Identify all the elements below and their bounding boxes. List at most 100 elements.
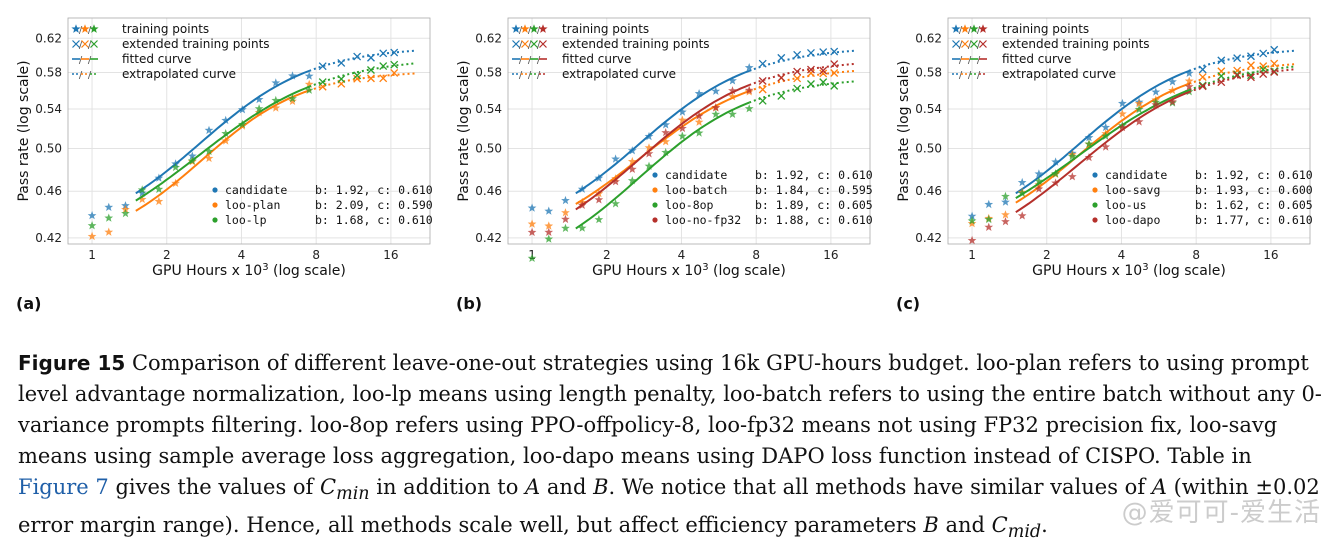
training-point-loo-no-fp32 — [627, 164, 637, 173]
legend-star-icon — [80, 24, 90, 33]
legend-dot-icon — [1092, 217, 1098, 223]
legend-separator: / — [519, 40, 523, 51]
caption-text-5: . We notice that all methods have simila… — [608, 475, 1152, 499]
legend-series-name: candidate — [1105, 168, 1167, 182]
caption-text-3: in addition to — [369, 475, 526, 499]
extended-point-loo-dapo — [1217, 78, 1226, 87]
legend-dot-icon — [652, 187, 658, 193]
training-point-loo-batch — [544, 221, 554, 230]
training-point-candidate — [221, 115, 231, 125]
legend-series-params: b: 1.77, c: 0.610 — [1195, 213, 1313, 227]
training-point-loo-dapo — [967, 235, 977, 245]
legend-separator: / — [79, 55, 83, 66]
training-point-loo-lp — [104, 213, 114, 222]
training-point-loo-lp — [254, 104, 264, 113]
extended-point-candidate — [1270, 45, 1279, 54]
legend-label-extrapolated: extrapolated curve — [562, 67, 676, 81]
training-point-candidate — [254, 94, 264, 104]
legend-separator: / — [968, 40, 972, 51]
caption-c2-sub: mid — [1007, 522, 1042, 543]
training-point-loo-batch — [694, 117, 704, 126]
extended-point-candidate — [1217, 56, 1226, 65]
y-tick-label: 0.58 — [915, 65, 942, 79]
legend-separator: / — [977, 70, 981, 81]
training-point-loo-no-fp32 — [728, 86, 737, 95]
legend-separator: / — [528, 40, 532, 51]
training-point-loo-no-fp32 — [678, 123, 687, 133]
legend-separator: / — [977, 55, 981, 66]
legend-x-icon — [72, 40, 80, 48]
training-point-loo-plan — [171, 178, 180, 187]
extended-point-candidate — [777, 53, 786, 62]
legend-label-training: training points — [122, 22, 209, 36]
training-point-loo-batch — [728, 92, 737, 101]
training-point-loo-us — [1034, 176, 1044, 185]
legend-series-params: b: 1.92, c: 0.610 — [755, 168, 873, 182]
legend-dot-icon — [212, 187, 218, 193]
extended-point-loo-plan — [353, 74, 362, 83]
training-point-loo-8op — [561, 223, 570, 232]
training-point-loo-8op — [627, 176, 637, 185]
legend-separator: / — [528, 25, 532, 36]
training-point-loo-lp — [204, 146, 214, 156]
training-point-loo-plan — [204, 153, 214, 163]
training-point-candidate — [1034, 169, 1044, 178]
legend-series-name: loo-no-fp32 — [665, 213, 741, 227]
y-axis-label: Pass rate (log scale) — [896, 60, 912, 201]
extrapolated-curve-loo-savg — [1188, 63, 1295, 85]
x-tick-label: 1 — [88, 248, 96, 262]
extended-point-loo-us — [1247, 71, 1255, 80]
training-point-loo-plan — [271, 103, 281, 112]
training-point-loo-us — [967, 216, 977, 225]
training-point-loo-no-fp32 — [744, 85, 754, 94]
legend-series-name: candidate — [225, 183, 287, 197]
training-point-loo-dapo — [1168, 97, 1177, 106]
caption-cmin-sub: min — [336, 484, 370, 505]
extrapolated-curve-candidate — [308, 49, 415, 72]
legend-star-icon — [969, 24, 979, 33]
extended-point-candidate — [318, 62, 327, 71]
legend-label-extended: extended training points — [562, 37, 710, 51]
training-point-loo-us — [1001, 191, 1010, 201]
x-tick-label: 4 — [1118, 248, 1126, 262]
caption-text-1: Comparison of different leave-one-out st… — [18, 351, 1322, 468]
training-point-loo-plan — [137, 194, 147, 204]
extended-point-loo-lp — [318, 78, 327, 87]
x-tick-label: 8 — [312, 248, 320, 262]
training-point-loo-lp — [187, 156, 197, 165]
y-tick-label: 0.46 — [475, 184, 502, 198]
legend-dot-icon — [1092, 202, 1098, 208]
legend-x-icon — [521, 40, 529, 48]
extended-point-candidate — [793, 50, 802, 59]
training-point-candidate — [1168, 77, 1177, 86]
legend-label-extended: extended training points — [122, 37, 270, 51]
extended-point-loo-plan — [367, 74, 375, 83]
y-tick-label: 0.58 — [475, 65, 502, 79]
training-point-loo-lp — [121, 208, 130, 218]
chart-panel-0: 1 2 4 8 16 0.42 0.46 0.50 0.54 0.58 0.62 GPU Hours … — [16, 17, 433, 279]
legend-star-icon — [538, 24, 548, 33]
legend-label-extrapolated: extrapolated curve — [1002, 67, 1116, 81]
training-point-loo-savg — [967, 219, 977, 228]
plot-frame — [947, 17, 1311, 245]
training-point-candidate — [204, 125, 214, 135]
fitted-curve-candidate — [1015, 69, 1190, 195]
training-point-candidate — [154, 173, 164, 182]
training-point-loo-no-fp32 — [694, 111, 704, 120]
legend-series-params: b: 2.09, c: 0.590 — [315, 198, 433, 212]
training-point-loo-8op — [594, 215, 604, 224]
legend-series-name: loo-plan — [225, 198, 280, 212]
legend-separator: / — [959, 40, 963, 51]
legend-separator: / — [959, 70, 963, 81]
training-point-loo-dapo — [984, 222, 994, 231]
legend-separator: / — [537, 55, 541, 66]
caption-a: A — [525, 475, 541, 499]
training-point-loo-lp — [154, 184, 164, 194]
x-tick-label: 2 — [1043, 248, 1051, 262]
training-point-loo-lp — [238, 119, 247, 129]
training-point-loo-8op — [694, 128, 704, 137]
training-point-loo-plan — [288, 96, 297, 105]
figure-7-link[interactable]: Figure 7 — [18, 475, 109, 499]
training-point-candidate — [694, 89, 704, 98]
extrapolated-curve-loo-batch — [748, 69, 855, 92]
